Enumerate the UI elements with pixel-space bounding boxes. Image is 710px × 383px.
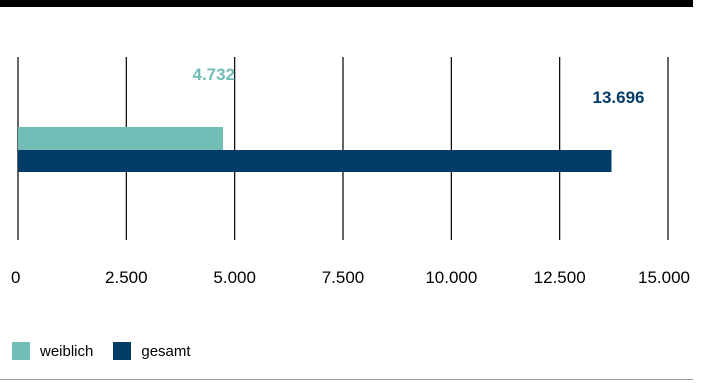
legend-item-gesamt: gesamt	[113, 342, 191, 360]
legend-swatch-weiblich	[12, 342, 30, 360]
x-tick-label: 15.000	[638, 268, 690, 287]
legend-label-weiblich: weiblich	[40, 342, 94, 360]
bar-weiblich	[18, 127, 224, 150]
bottom-rule	[0, 379, 693, 380]
bar-gesamt	[18, 150, 612, 172]
legend-label-gesamt: gesamt	[141, 342, 191, 360]
legend-item-weiblich: weiblich	[12, 342, 93, 360]
legend-swatch-gesamt	[113, 342, 132, 360]
x-tick-label: 2.500	[105, 268, 148, 287]
top-rule	[0, 0, 693, 7]
legend: weiblich gesamt	[12, 342, 211, 360]
x-tick-label: 0	[11, 268, 20, 287]
x-tick-label: 10.000	[425, 268, 477, 287]
x-tick-label: 12.500	[534, 268, 586, 287]
x-tick-label: 7.500	[322, 268, 365, 287]
data-label-gesamt: 13.696	[592, 88, 644, 107]
bar-chart: 0 2.500 5.000 7.500 10.000 12.500 15.000 4.732 1…	[11, 57, 690, 287]
data-label-weiblich: 4.732	[193, 65, 236, 84]
x-tick-label: 5.000	[213, 268, 256, 287]
